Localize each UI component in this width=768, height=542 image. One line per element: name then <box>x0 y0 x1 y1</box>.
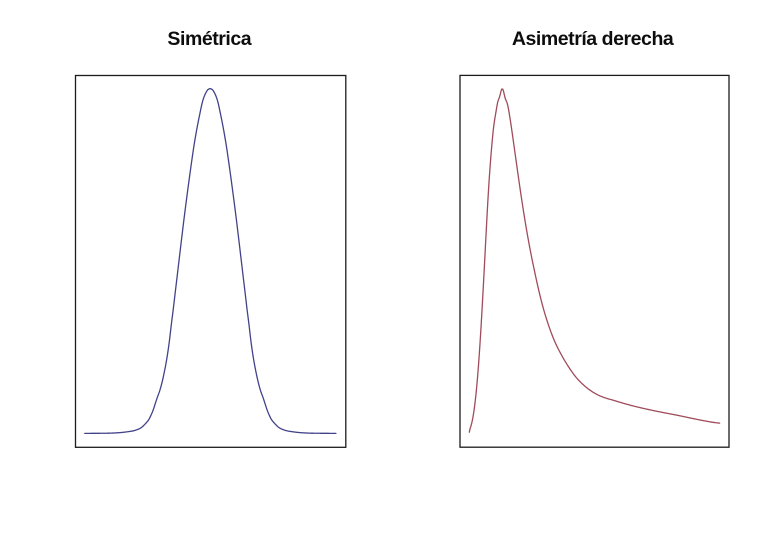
svg-text:Simétrica: Simétrica <box>167 28 251 50</box>
svg-text:Asimetría derecha: Asimetría derecha <box>512 28 674 50</box>
